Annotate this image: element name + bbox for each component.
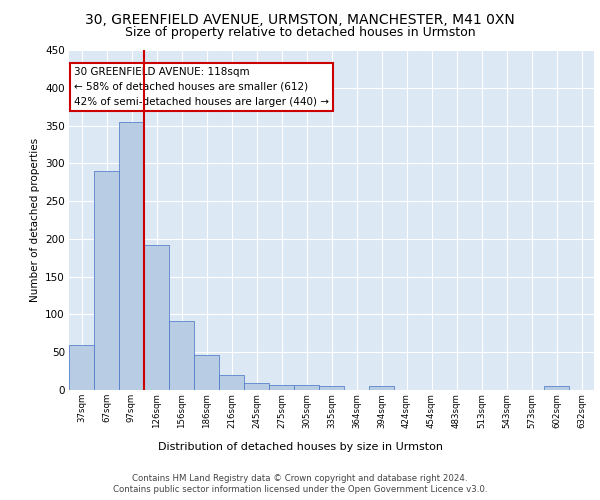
Bar xyxy=(169,321,194,390)
Bar xyxy=(319,386,344,390)
Bar xyxy=(144,245,169,390)
Bar xyxy=(294,386,319,390)
Bar xyxy=(269,386,294,390)
Text: Contains public sector information licensed under the Open Government Licence v3: Contains public sector information licen… xyxy=(113,485,487,494)
Text: Distribution of detached houses by size in Urmston: Distribution of detached houses by size … xyxy=(157,442,443,452)
Bar xyxy=(69,346,94,390)
Bar xyxy=(369,386,394,390)
Text: Contains HM Land Registry data © Crown copyright and database right 2024.: Contains HM Land Registry data © Crown c… xyxy=(132,474,468,483)
Text: 30, GREENFIELD AVENUE, URMSTON, MANCHESTER, M41 0XN: 30, GREENFIELD AVENUE, URMSTON, MANCHEST… xyxy=(85,12,515,26)
Bar xyxy=(119,122,144,390)
Bar xyxy=(544,386,569,390)
Y-axis label: Number of detached properties: Number of detached properties xyxy=(29,138,40,302)
Bar xyxy=(94,171,119,390)
Bar xyxy=(194,355,219,390)
Text: Size of property relative to detached houses in Urmston: Size of property relative to detached ho… xyxy=(125,26,475,39)
Text: 30 GREENFIELD AVENUE: 118sqm
← 58% of detached houses are smaller (612)
42% of s: 30 GREENFIELD AVENUE: 118sqm ← 58% of de… xyxy=(74,67,329,106)
Bar xyxy=(244,383,269,390)
Bar xyxy=(219,375,244,390)
